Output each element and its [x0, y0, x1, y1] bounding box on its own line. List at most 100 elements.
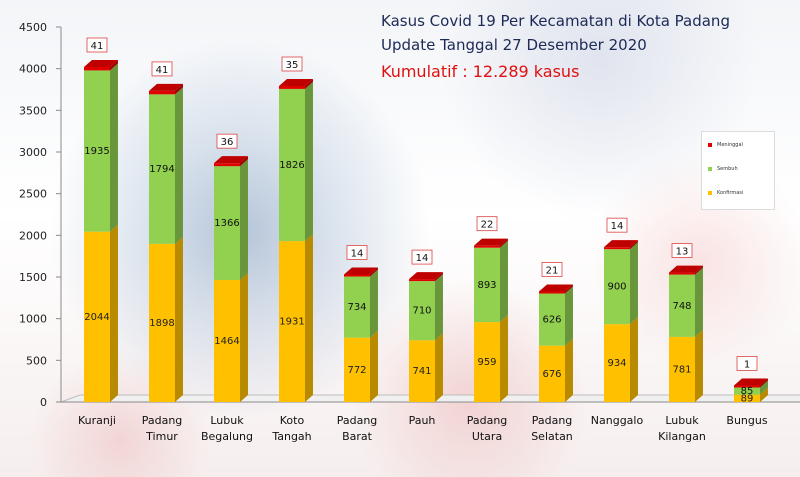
- data-label-sembuh: 626: [542, 315, 561, 326]
- bar-sembuh: [474, 247, 500, 323]
- data-label-konfirmasi: 781: [672, 364, 691, 375]
- legend-swatch-sembuh: [708, 166, 712, 171]
- x-tick-label: Koto: [280, 414, 305, 427]
- legend-item-meninggal: Meninggal: [708, 142, 743, 148]
- data-label-box-meninggal: [216, 133, 238, 149]
- legend-label-meninggal: Meninggal: [717, 142, 743, 148]
- bar-meninggal-side: [630, 240, 638, 250]
- bar-top-cap: [539, 284, 573, 292]
- bar-sembuh: [279, 88, 305, 242]
- bar-konfirmasi-side: [630, 317, 638, 402]
- bar-konfirmasi: [84, 231, 110, 402]
- bar-sembuh-side: [435, 274, 443, 341]
- bar-konfirmasi-side: [500, 315, 508, 402]
- bar-top-cap: [279, 79, 313, 86]
- data-label-box-meninggal: [541, 262, 563, 277]
- bar-sembuh-side: [565, 286, 573, 346]
- bar-sembuh: [734, 387, 760, 395]
- bar-konfirmasi: [409, 340, 435, 402]
- data-label-sembuh: 1366: [214, 218, 239, 229]
- data-label-meninggal: 13: [676, 247, 689, 258]
- data-label-meninggal: 36: [221, 137, 234, 148]
- x-tick-label: Padang: [467, 414, 508, 427]
- data-label-konfirmasi: 959: [477, 357, 496, 368]
- x-tick-label: Utara: [472, 430, 502, 443]
- y-tick-label: 3000: [19, 146, 47, 159]
- bar-meninggal: [149, 90, 175, 95]
- data-label-meninggal: 41: [156, 65, 169, 76]
- bar-meninggal: [214, 163, 240, 167]
- bar-sembuh: [669, 274, 695, 337]
- bar-konfirmasi: [669, 336, 695, 402]
- bar-meninggal-side: [500, 238, 508, 248]
- data-label-sembuh: 893: [477, 280, 496, 291]
- data-label-konfirmasi: 772: [347, 365, 366, 376]
- bar-sembuh-side: [175, 87, 183, 244]
- data-label-box-meninggal: [476, 216, 498, 232]
- bar-sembuh: [409, 281, 435, 341]
- y-tick-label: 4000: [19, 63, 47, 76]
- bar-konfirmasi-side: [435, 333, 443, 402]
- data-label-sembuh: 1794: [149, 164, 174, 175]
- bar-konfirmasi: [604, 324, 630, 402]
- bar-konfirmasi: [539, 345, 565, 402]
- cumulative-total: Kumulatif : 12.289 kasus: [381, 62, 580, 81]
- bar-sembuh: [539, 293, 565, 346]
- x-tick-label: Lubuk: [210, 414, 244, 427]
- data-label-konfirmasi: 2044: [84, 312, 109, 323]
- data-label-meninggal: 14: [351, 249, 364, 260]
- data-label-konfirmasi: 89: [741, 393, 754, 404]
- bar-meninggal: [474, 245, 500, 248]
- data-label-box-meninggal: [281, 56, 303, 72]
- bar-top-cap: [344, 267, 378, 275]
- data-label-box-meninggal: [86, 37, 108, 53]
- data-label-box-meninggal: [671, 243, 693, 258]
- x-tick-label: Barat: [342, 430, 373, 443]
- data-label-sembuh: 710: [412, 306, 431, 317]
- bar-sembuh-side: [500, 240, 508, 323]
- data-label-meninggal: 14: [611, 221, 624, 232]
- bar-konfirmasi-side: [240, 273, 248, 402]
- x-tick-label: Selatan: [531, 430, 573, 443]
- y-tick-label: 2500: [19, 188, 47, 201]
- bar-meninggal: [669, 272, 695, 275]
- data-label-box-meninggal: [606, 217, 628, 233]
- chart-update-date: Update Tanggal 27 Desember 2020: [381, 36, 647, 54]
- data-label-konfirmasi: 676: [542, 369, 561, 380]
- x-tick-label: Tangah: [271, 430, 311, 443]
- x-tick-label: Begalung: [201, 430, 253, 443]
- legend-swatch-konfirmasi: [708, 190, 712, 195]
- bar-top-cap: [669, 265, 703, 273]
- data-label-sembuh: 1826: [279, 160, 304, 171]
- bar-konfirmasi-side: [695, 329, 703, 402]
- bar-konfirmasi-side: [370, 330, 378, 402]
- y-tick-label: 2000: [19, 229, 47, 242]
- bar-meninggal-side: [175, 83, 183, 95]
- bar-sembuh: [344, 276, 370, 338]
- x-tick-label: Kuranji: [78, 414, 116, 427]
- data-label-meninggal: 1: [744, 360, 750, 371]
- bar-meninggal-side: [240, 156, 248, 167]
- bar-meninggal: [84, 67, 110, 71]
- bar-konfirmasi-side: [565, 338, 573, 402]
- bar-sembuh-side: [305, 81, 313, 242]
- bar-meninggal-side: [370, 267, 378, 277]
- bar-top-cap: [149, 83, 183, 91]
- bar-meninggal: [604, 247, 630, 250]
- y-tick-label: 500: [26, 354, 47, 367]
- y-tick-label: 0: [40, 396, 47, 409]
- bar-sembuh-side: [240, 159, 248, 280]
- data-label-konfirmasi: 741: [412, 366, 431, 377]
- bar-sembuh: [149, 94, 175, 244]
- x-tick-label: Bungus: [726, 414, 767, 427]
- x-tick-label: Padang: [532, 414, 573, 427]
- legend-item-konfirmasi: Konfirmasi: [708, 190, 743, 196]
- bar-meninggal: [409, 279, 435, 282]
- legend-item-sembuh: Sembuh: [708, 166, 738, 172]
- bar-konfirmasi: [279, 241, 305, 402]
- data-label-sembuh: 900: [607, 282, 626, 293]
- bar-sembuh-side: [370, 269, 378, 338]
- data-label-konfirmasi: 1898: [149, 318, 174, 329]
- data-label-box-meninggal: [411, 249, 433, 265]
